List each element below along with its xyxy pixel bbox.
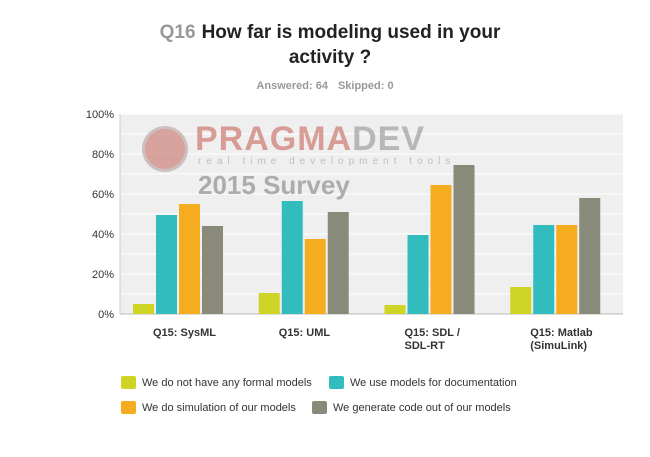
bar-1-3 (533, 225, 555, 314)
bar-0-0 (133, 304, 154, 314)
bar-3-3 (579, 198, 601, 314)
legend-swatch (312, 401, 327, 414)
question-text: How far is modeling used in your activit… (201, 22, 501, 68)
bar-1-0 (156, 215, 177, 314)
x-tick-label: Q15: SDL / SDL-RT (404, 327, 460, 352)
bar-3-0 (202, 226, 223, 314)
y-tick-label: 0% (98, 309, 114, 321)
legend-label: We generate code out of our models (333, 401, 511, 414)
bar-2-2 (430, 185, 452, 314)
y-tick-label: 20% (92, 269, 114, 281)
skipped-count: Skipped: 0 (337, 80, 394, 92)
bar-0-2 (384, 305, 406, 314)
bar-3-1 (327, 212, 349, 314)
bar-1-1 (281, 201, 303, 314)
bar-0-1 (258, 293, 280, 314)
legend-label: We do simulation of our models (142, 401, 296, 414)
legend-label: We use models for documentation (350, 376, 517, 389)
legend-item: We generate code out of our models (312, 401, 511, 414)
legend-item: We do simulation of our models (121, 401, 296, 414)
y-tick-label: 80% (92, 149, 114, 161)
legend-label: We do not have any formal models (142, 376, 312, 389)
y-tick-label: 100% (86, 109, 114, 121)
bar-2-3 (556, 225, 578, 314)
x-tick-label: Q15: UML (278, 327, 331, 339)
bar-0-3 (510, 287, 532, 314)
legend-item: We use models for documentation (329, 376, 517, 389)
x-tick-label: Q15: SysML (153, 327, 216, 339)
bar-3-2 (453, 165, 475, 314)
bar-2-0 (179, 204, 200, 314)
y-tick-label: 60% (92, 189, 114, 201)
bar-2-1 (304, 239, 326, 314)
chart-title: Q16 How far is modeling used in your acti… (140, 20, 520, 70)
answered-count: Answered: 64 (256, 80, 328, 92)
response-stats: Answered: 64 Skipped: 0 (0, 80, 650, 92)
legend-swatch (121, 401, 136, 414)
y-tick-label: 40% (92, 229, 114, 241)
legend-item: We do not have any formal models (121, 376, 312, 389)
x-tick-label: Q15: Matlab (SimuLink) (530, 327, 593, 352)
bar-1-2 (407, 235, 429, 314)
legend-swatch (329, 376, 344, 389)
question-number: Q16 (159, 22, 196, 43)
legend-swatch (121, 376, 136, 389)
